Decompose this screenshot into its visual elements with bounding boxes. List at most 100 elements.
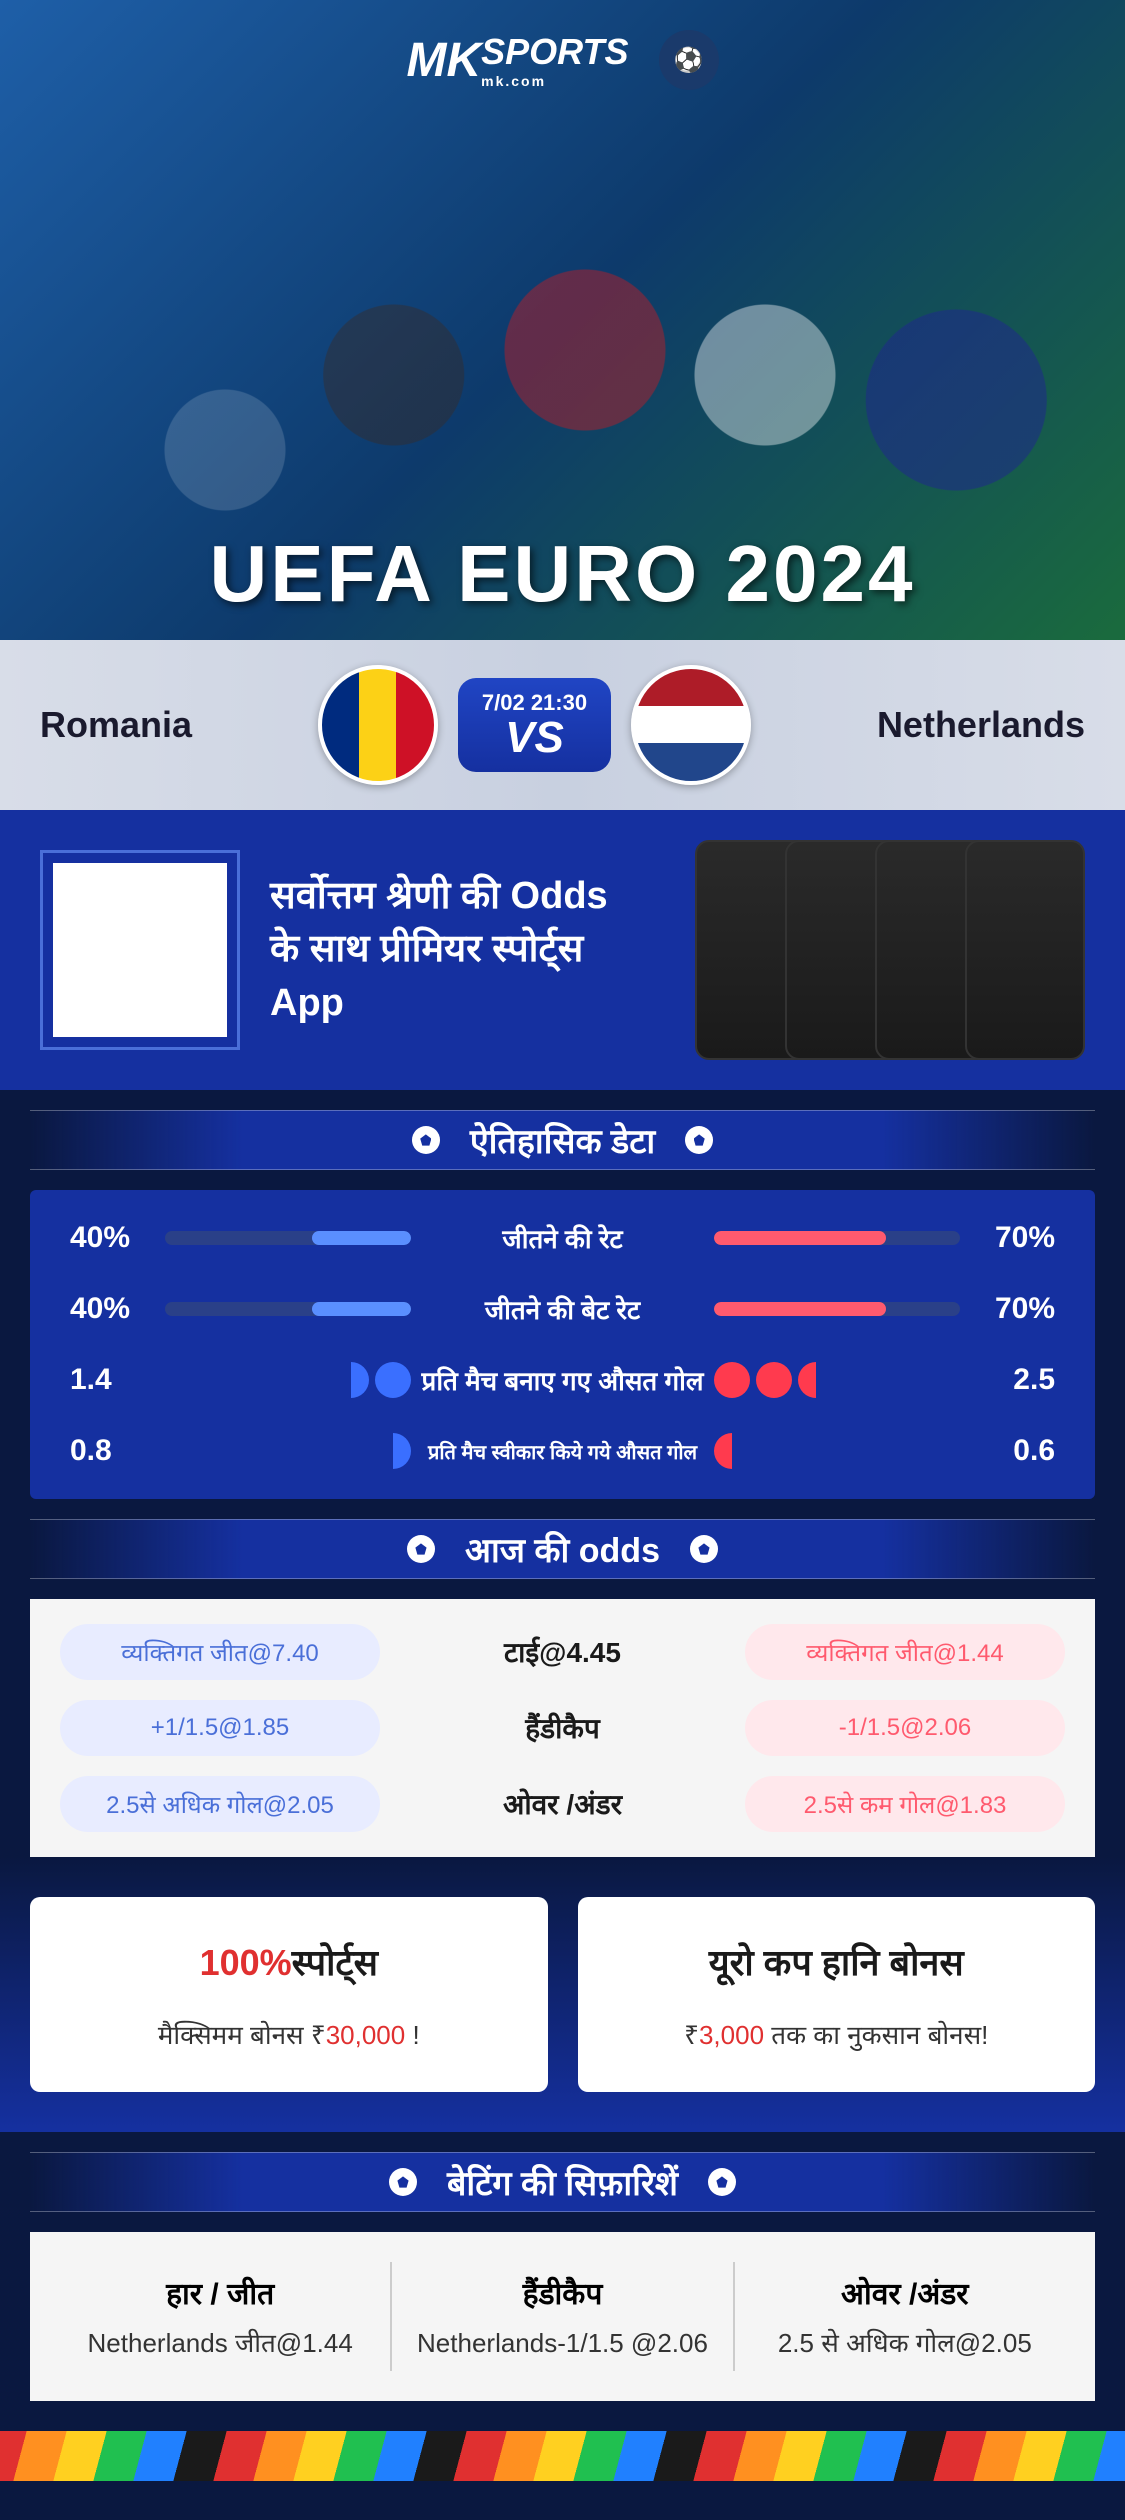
rainbow-footer-strip <box>0 2431 1125 2481</box>
players-illustration <box>0 100 1125 600</box>
team2-flag-icon <box>631 665 751 785</box>
balls-left <box>165 1433 411 1469</box>
hist-left-val: 0.8 <box>70 1434 165 1468</box>
history-panel: 40% जीतने की रेट 70% 40% जीतने की बेट रे… <box>30 1190 1095 1499</box>
hero-banner: MK SPORTS mk.com ⚽ UEFA EURO 2024 <box>0 0 1125 640</box>
ball-icon <box>690 1535 718 1563</box>
ball-icon <box>756 1362 792 1398</box>
vs-text: VS <box>482 716 587 760</box>
odds-header-text: आज की odds <box>465 1526 660 1572</box>
bonus-section: 100%स्पोर्ट्स मैक्सिमम बोनस ₹30,000 ! यू… <box>0 1857 1125 2132</box>
odds-center-label: टाई@4.45 <box>504 1633 621 1671</box>
ball-icon <box>714 1433 750 1469</box>
ball-icon <box>333 1362 369 1398</box>
phone-mockups <box>695 840 1085 1060</box>
bonus-title-red: 100% <box>200 1942 292 1983</box>
balls-right <box>714 1362 960 1398</box>
bonus-title: यूरो कप हानि बोनस <box>608 1937 1066 1986</box>
bonus-subtitle: ₹3,000 तक का नुकसान बोनस! <box>608 2016 1066 2052</box>
hist-left-val: 1.4 <box>70 1363 165 1397</box>
hist-right-val: 70% <box>960 1221 1055 1255</box>
recs-header-text: बेटिंग की सिफ़ारिशें <box>447 2159 678 2205</box>
rec-title: ओवर /अंडर <box>755 2272 1055 2313</box>
hist-left-val: 40% <box>70 1221 165 1255</box>
promo-text: सर्वोत्तम श्रेणी की Odds के साथ प्रीमियर… <box>270 870 665 1030</box>
brand-logo[interactable]: MK SPORTS mk.com <box>406 31 628 89</box>
vs-center: 7/02 21:30 VS <box>318 665 751 785</box>
odds-right-pill[interactable]: व्यक्तिगत जीत@1.44 <box>745 1624 1065 1680</box>
odds-center-label: ओवर /अंडर <box>503 1785 622 1823</box>
hist-row-betrate: 40% जीतने की बेट रेट 70% <box>70 1291 1055 1327</box>
bar-left <box>165 1231 411 1245</box>
bonus-title-rest: स्पोर्ट्स <box>292 1942 378 1983</box>
hist-label: जीतने की बेट रेट <box>411 1291 714 1327</box>
odds-row: +1/1.5@1.85 हैंडीकैप -1/1.5@2.06 <box>60 1700 1065 1756</box>
team1-label: Romania <box>40 704 192 746</box>
odds-left-pill[interactable]: व्यक्तिगत जीत@7.40 <box>60 1624 380 1680</box>
hist-label: जीतने की रेट <box>411 1220 714 1256</box>
bar-right <box>714 1302 960 1316</box>
hist-right-val: 2.5 <box>960 1363 1055 1397</box>
rec-value: 2.5 से अधिक गोल@2.05 <box>755 2325 1055 2361</box>
ball-icon <box>407 1535 435 1563</box>
hist-row-goals-against: 0.8 प्रति मैच स्वीकार किये गये औसत गोल 0… <box>70 1433 1055 1469</box>
odds-left-pill[interactable]: +1/1.5@1.85 <box>60 1700 380 1756</box>
ball-icon <box>685 1126 713 1154</box>
rec-col-winloss: हार / जीत Netherlands जीत@1.44 <box>50 2262 392 2371</box>
team2-label: Netherlands <box>877 704 1085 746</box>
matchup-bar: Romania 7/02 21:30 VS Netherlands <box>0 640 1125 810</box>
history-header-text: ऐतिहासिक डेटा <box>470 1117 655 1163</box>
ball-icon <box>375 1362 411 1398</box>
ball-icon <box>708 2168 736 2196</box>
bonus-card-sports[interactable]: 100%स्पोर्ट्स मैक्सिमम बोनस ₹30,000 ! <box>30 1897 548 2092</box>
odds-header: आज की odds <box>30 1519 1095 1579</box>
bonus-sub-post: ! <box>405 2020 419 2050</box>
hero-title: UEFA EURO 2024 <box>210 528 916 620</box>
history-header: ऐतिहासिक डेटा <box>30 1110 1095 1170</box>
ball-icon <box>375 1433 411 1469</box>
hist-label: प्रति मैच स्वीकार किये गये औसत गोल <box>411 1438 714 1465</box>
brand-sports: SPORTS <box>481 31 628 72</box>
hist-right-val: 70% <box>960 1292 1055 1326</box>
bonus-subtitle: मैक्सिमम बोनस ₹30,000 ! <box>60 2016 518 2052</box>
bonus-sub-red: 30,000 <box>326 2020 406 2050</box>
bonus-sub-red: 3,000 <box>699 2020 764 2050</box>
bonus-sub-pre: मैक्सिमम बोनस ₹ <box>158 2020 326 2050</box>
odds-right-pill[interactable]: -1/1.5@2.06 <box>745 1700 1065 1756</box>
club-badge-icon: ⚽ <box>659 30 719 90</box>
rec-col-overunder: ओवर /अंडर 2.5 से अधिक गोल@2.05 <box>735 2262 1075 2371</box>
promo-line2: के साथ प्रीमियर स्पोर्ट्स App <box>270 923 665 1029</box>
balls-right <box>714 1433 960 1469</box>
rec-value: Netherlands जीत@1.44 <box>70 2325 370 2361</box>
brand-mk: MK <box>406 33 481 88</box>
ball-icon <box>798 1362 834 1398</box>
odds-row: व्यक्तिगत जीत@7.40 टाई@4.45 व्यक्तिगत जी… <box>60 1624 1065 1680</box>
odds-right-pill[interactable]: 2.5से कम गोल@1.83 <box>745 1776 1065 1832</box>
qr-code-frame[interactable] <box>40 850 240 1050</box>
promo-banner: सर्वोत्तम श्रेणी की Odds के साथ प्रीमियर… <box>0 810 1125 1090</box>
ball-icon <box>714 1362 750 1398</box>
ball-icon <box>412 1126 440 1154</box>
rec-col-handicap: हैंडीकैप Netherlands-1/1.5 @2.06 <box>392 2262 734 2371</box>
bonus-title-rest: यूरो कप हानि बोनस <box>709 1942 964 1983</box>
hist-right-val: 0.6 <box>960 1434 1055 1468</box>
hist-label: प्रति मैच बनाए गए औसत गोल <box>411 1362 714 1398</box>
hist-row-goals-for: 1.4 प्रति मैच बनाए गए औसत गोल 2.5 <box>70 1362 1055 1398</box>
brand-domain: mk.com <box>481 73 628 89</box>
bonus-card-euro[interactable]: यूरो कप हानि बोनस ₹3,000 तक का नुकसान बो… <box>578 1897 1096 2092</box>
rec-title: हैंडीकैप <box>412 2272 712 2313</box>
qr-code-icon <box>53 863 227 1037</box>
rec-title: हार / जीत <box>70 2272 370 2313</box>
hist-left-val: 40% <box>70 1292 165 1326</box>
hist-row-winrate: 40% जीतने की रेट 70% <box>70 1220 1055 1256</box>
phone-mockup <box>965 840 1085 1060</box>
promo-line1: सर्वोत्तम श्रेणी की Odds <box>270 870 665 923</box>
bar-left <box>165 1302 411 1316</box>
recs-panel: हार / जीत Netherlands जीत@1.44 हैंडीकैप … <box>30 2232 1095 2401</box>
odds-row: 2.5से अधिक गोल@2.05 ओवर /अंडर 2.5से कम ग… <box>60 1776 1065 1832</box>
odds-left-pill[interactable]: 2.5से अधिक गोल@2.05 <box>60 1776 380 1832</box>
vs-block: 7/02 21:30 VS <box>458 678 611 772</box>
odds-center-label: हैंडीकैप <box>525 1709 600 1747</box>
rec-value: Netherlands-1/1.5 @2.06 <box>412 2325 712 2361</box>
bar-right <box>714 1231 960 1245</box>
